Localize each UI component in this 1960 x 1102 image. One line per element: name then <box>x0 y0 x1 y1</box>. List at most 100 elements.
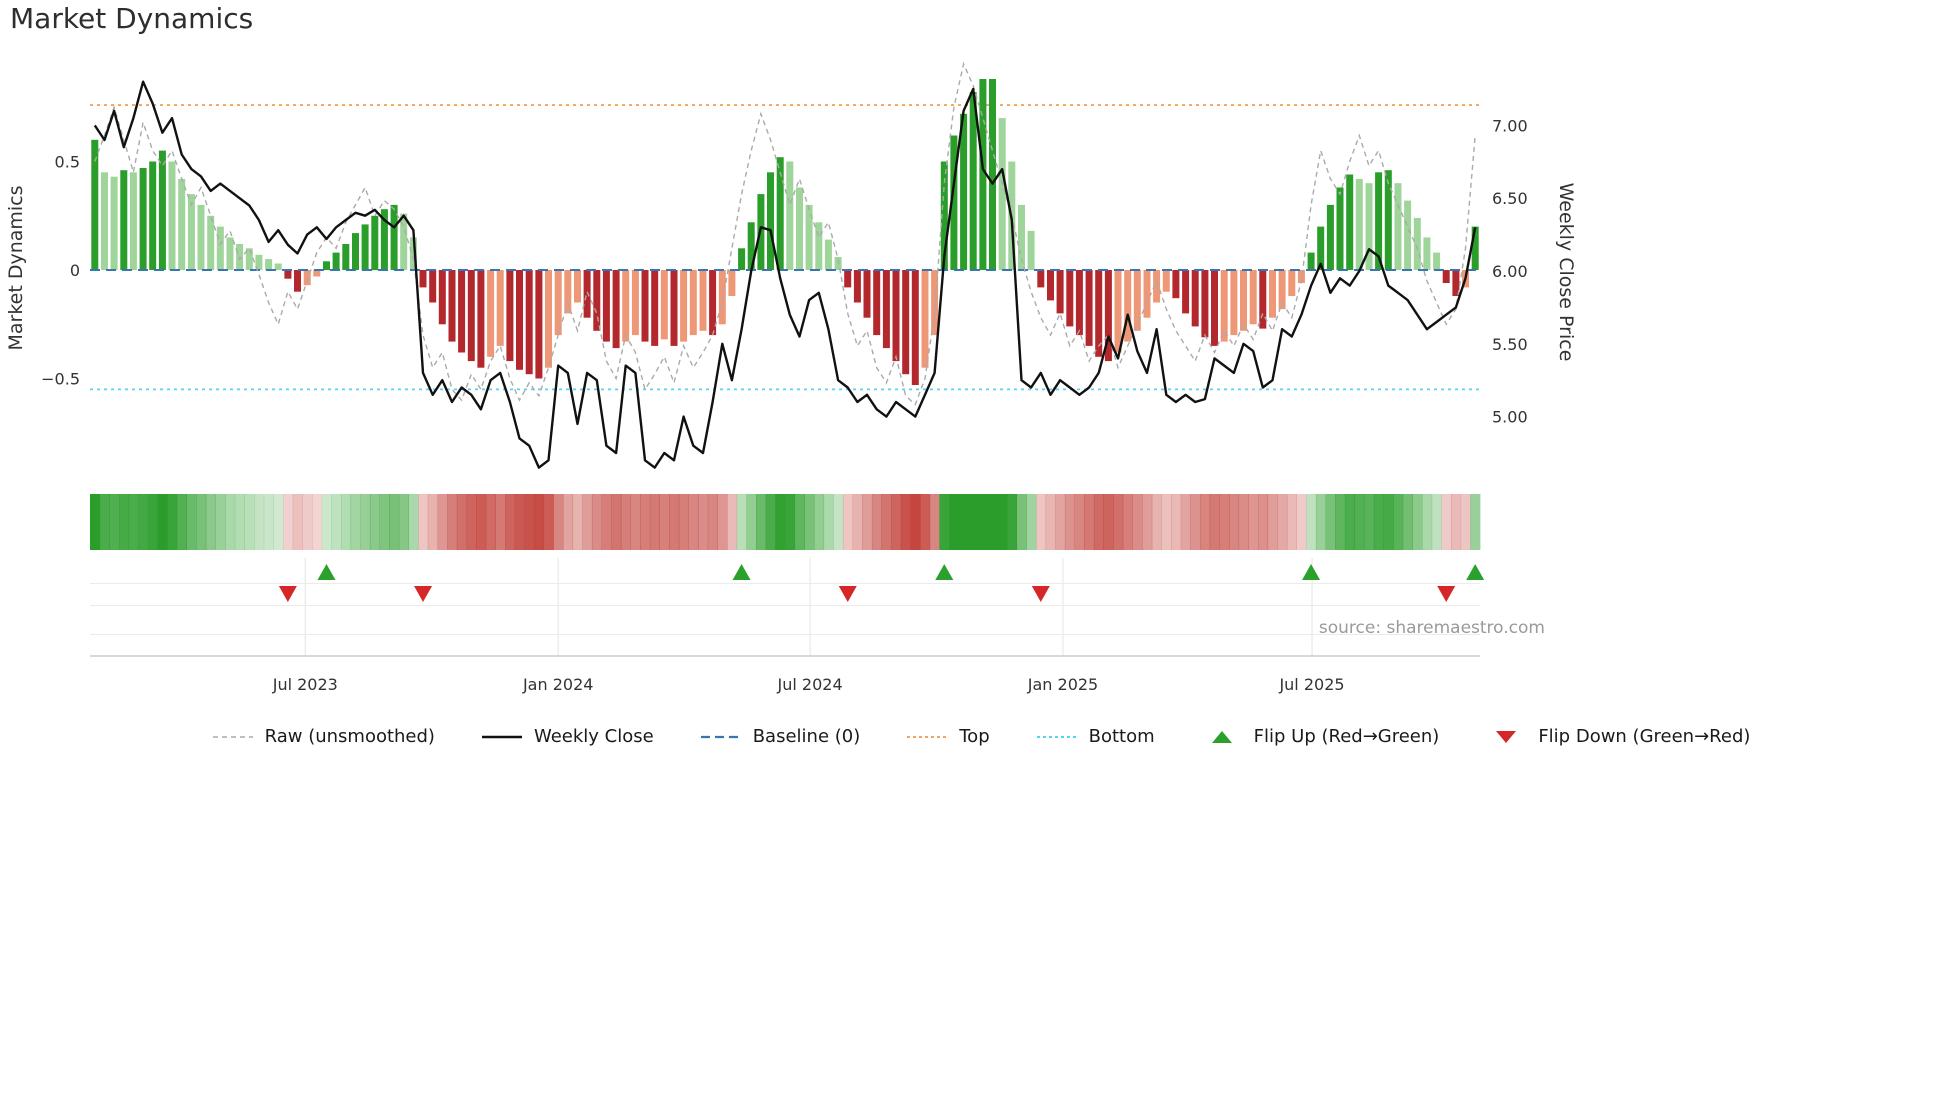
heatmap-cell <box>167 494 178 550</box>
oscillator-bar <box>1153 270 1161 303</box>
flip-up-marker-icon <box>732 564 751 580</box>
heatmap-cell <box>495 494 506 550</box>
heatmap-cell <box>485 494 496 550</box>
right-tick-label: 5.50 <box>1492 335 1528 354</box>
legend-item-raw-swatch-icon <box>212 735 253 738</box>
legend-item-weekly-close: Weekly Close <box>479 726 654 747</box>
heatmap-cell <box>785 494 796 550</box>
oscillator-bar <box>255 254 263 270</box>
heatmap-cell <box>1151 494 1162 550</box>
oscillator-bar <box>1056 270 1064 314</box>
oscillator-bar <box>1095 270 1103 357</box>
oscillator-bar <box>129 172 137 270</box>
oscillator-bar <box>998 118 1006 270</box>
flip-up-marker-icon <box>1302 564 1321 580</box>
heatmap-cell <box>601 494 612 550</box>
oscillator-bar <box>1442 270 1450 283</box>
heatmap-cell <box>534 494 545 550</box>
oscillator-bar <box>911 270 919 385</box>
oscillator-bar <box>1394 183 1402 270</box>
heatmap-cell <box>611 494 622 550</box>
oscillator-bar <box>931 270 939 336</box>
heatmap-cell <box>1451 494 1462 550</box>
oscillator-bar <box>1162 270 1170 292</box>
oscillator-bar <box>1047 270 1054 301</box>
heatmap-cell <box>1007 494 1018 550</box>
x-tick-label: Jul 2025 <box>1278 675 1344 694</box>
oscillator-bar <box>1124 270 1132 342</box>
heatmap-cell <box>90 494 101 550</box>
heatmap-cell <box>553 494 564 550</box>
heatmap-cell <box>1045 494 1056 550</box>
oscillator-bar <box>245 248 253 270</box>
oscillator-bars <box>91 79 1479 385</box>
heatmap-cell <box>205 494 216 550</box>
heatmap-cell <box>437 494 448 550</box>
heatmap-cell <box>1296 494 1307 550</box>
heatmap-cell <box>254 494 265 550</box>
oscillator-bar <box>294 270 301 292</box>
heatmap-cell <box>302 494 313 550</box>
legend-item-flip-up: Flip Up (Red→Green) <box>1199 726 1440 747</box>
heatmap-cell <box>582 494 593 550</box>
oscillator-bar <box>950 135 958 270</box>
oscillator-bar <box>1230 270 1238 336</box>
heatmap-cell <box>1036 494 1047 550</box>
heatmap-cell <box>910 494 921 550</box>
oscillator-bar <box>1240 270 1247 331</box>
legend-item-bottom-swatch-icon <box>1036 735 1077 738</box>
flip-down-marker-icon <box>1437 586 1456 602</box>
x-tick-label: Jan 2024 <box>522 675 593 694</box>
heatmap-cell <box>1084 494 1095 550</box>
oscillator-bar <box>1133 270 1141 331</box>
legend-item-top: Top <box>904 726 990 747</box>
oscillator-bar <box>197 204 205 270</box>
heatmap-cell <box>1335 494 1346 550</box>
oscillator-bar <box>844 270 852 288</box>
right-axis-label: Weekly Close Price <box>1555 183 1577 362</box>
heatmap-cell <box>427 494 438 550</box>
right-tick-label: 6.00 <box>1492 262 1528 281</box>
heatmap-cell <box>814 494 825 550</box>
heatmap-cell <box>1383 494 1394 550</box>
oscillator-bar <box>91 139 99 270</box>
heatmap-cell <box>1364 494 1375 550</box>
heatmap-cell <box>1325 494 1336 550</box>
oscillator-bar <box>1114 270 1122 353</box>
x-tick-label: Jul 2024 <box>777 675 843 694</box>
oscillator-bar <box>1288 270 1296 296</box>
heatmap-cell <box>669 494 680 550</box>
heatmap-cell <box>543 494 554 550</box>
heatmap-cell <box>138 494 149 550</box>
oscillator-bar <box>902 270 910 375</box>
heatmap-cell <box>968 494 979 550</box>
oscillator-bar <box>834 257 842 270</box>
oscillator-bar <box>149 161 157 270</box>
heatmap-cell <box>476 494 487 550</box>
heatmap-cell <box>379 494 390 550</box>
oscillator-bar <box>1211 270 1218 346</box>
legend-item-baseline-label: Baseline (0) <box>752 726 861 747</box>
heatmap-cell <box>273 494 284 550</box>
oscillator-bar <box>467 270 475 362</box>
oscillator-bar <box>487 270 495 357</box>
oscillator-bar <box>101 172 108 270</box>
oscillator-bar <box>178 178 186 270</box>
left-tick-label: 0.5 <box>55 153 80 172</box>
heatmap-cell <box>591 494 602 550</box>
oscillator-bar <box>1201 270 1209 338</box>
heatmap-cell <box>1219 494 1230 550</box>
oscillator-bar <box>371 215 379 271</box>
oscillator-bar <box>1297 270 1305 283</box>
heatmap-cell <box>688 494 699 550</box>
flip-down-marker-icon <box>1031 586 1050 602</box>
heatmap-cell <box>1113 494 1124 550</box>
oscillator-bar <box>419 270 427 288</box>
oscillator-bar <box>1355 178 1363 270</box>
heatmap-cell <box>1064 494 1075 550</box>
legend-item-flip-up-label: Flip Up (Red→Green) <box>1253 726 1440 747</box>
heatmap-cell <box>1180 494 1191 550</box>
heatmap-cell <box>408 494 419 550</box>
heatmap-cell <box>678 494 689 550</box>
oscillator-bar <box>892 270 900 362</box>
